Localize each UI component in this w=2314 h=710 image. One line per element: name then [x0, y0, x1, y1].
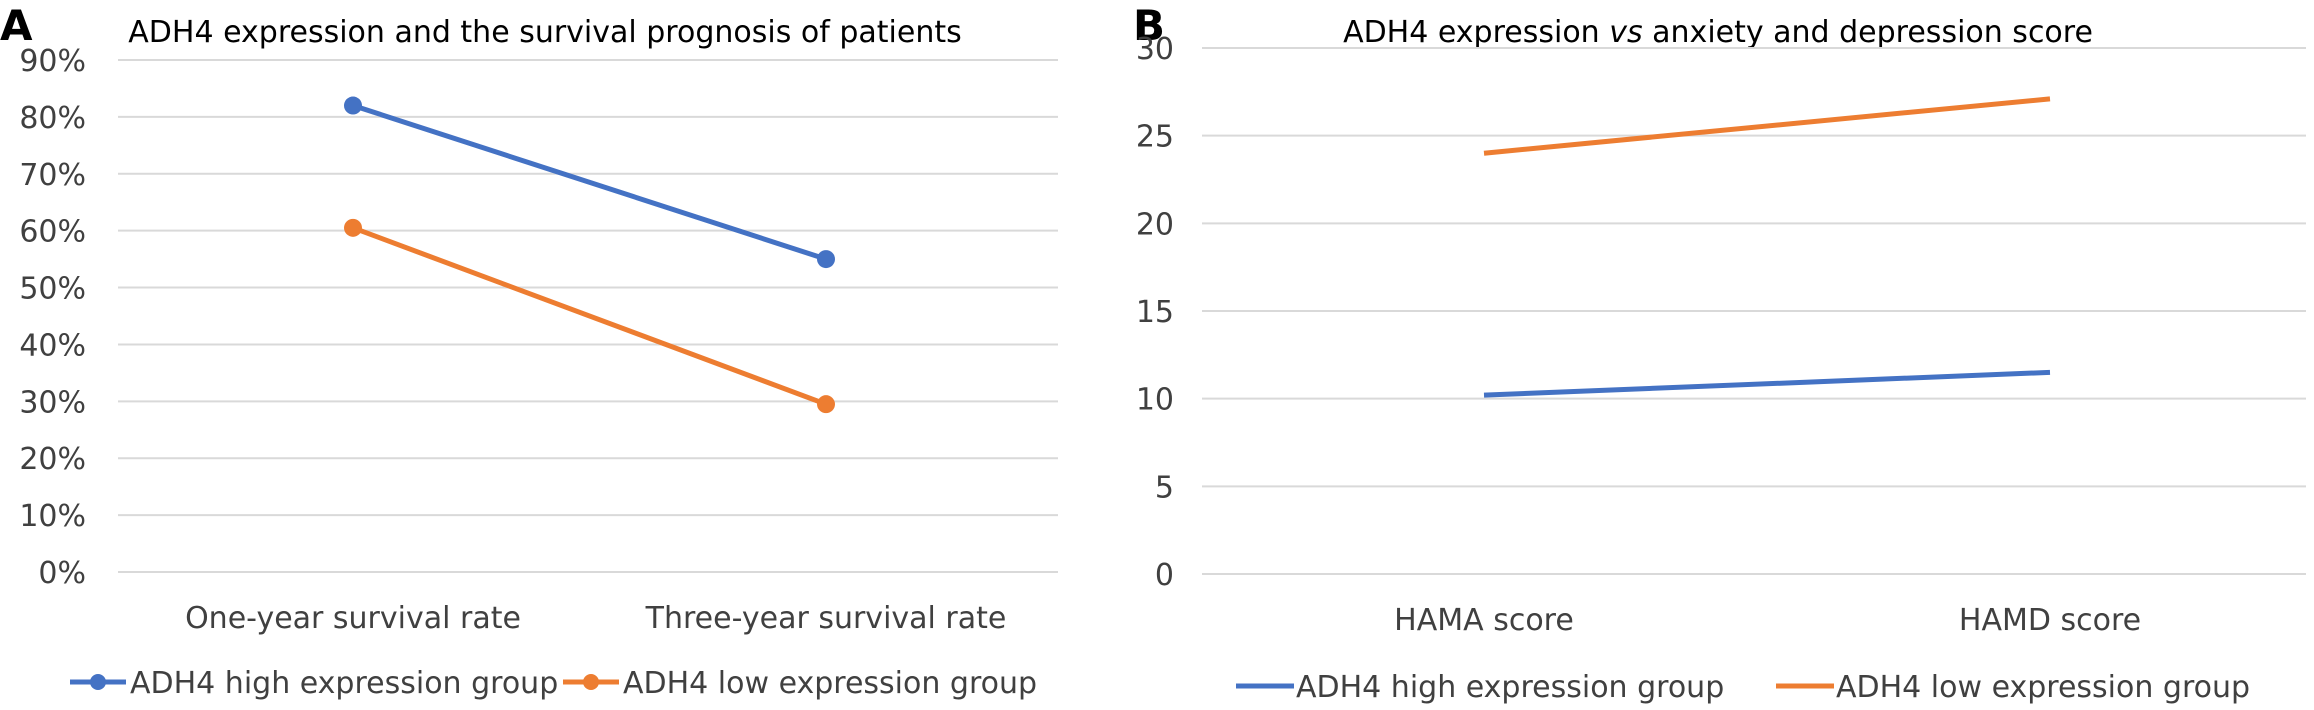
chart-b-title-italic: vs	[1609, 15, 1642, 50]
chart-a-category-label: One-year survival rate	[185, 601, 521, 636]
chart-a-y-tick-label: 10%	[19, 499, 86, 534]
chart-a-y-tick-label: 80%	[19, 101, 86, 136]
chart-b-grid	[1202, 47, 2306, 575]
chart-a-title: ADH4 expression and the survival prognos…	[128, 15, 961, 50]
chart-a-y-tick-label: 90%	[19, 44, 86, 79]
chart-b-category-label: HAMA score	[1394, 603, 1574, 638]
chart-b-title-part: anxiety and depression score	[1643, 15, 2093, 50]
legend-label-low: ADH4 low expression group	[623, 666, 1037, 701]
chart-a-y-tick-label: 30%	[19, 385, 86, 420]
chart-a-y-tick-label: 70%	[19, 158, 86, 193]
chart-b-category-label: HAMD score	[1959, 603, 2141, 638]
chart-a-series-line-low	[352, 225, 827, 407]
chart-a-legend: ADH4 high expression group ADH4 low expr…	[70, 666, 1037, 701]
chart-a-data-point-high	[817, 250, 835, 269]
chart-a-grid	[118, 59, 1058, 573]
chart-b-y-tick-label: 10	[1136, 383, 1174, 418]
chart-b: B ADH4 expression vs anxiety and depress…	[1133, 1, 2306, 705]
chart-a-y-ticks: 90% 80% 70% 60% 50% 40% 30% 20% 10% 0%	[19, 44, 86, 591]
legend-label-high: ADH4 high expression group	[1296, 670, 1724, 705]
chart-b-y-tick-label: 30	[1136, 32, 1174, 67]
chart-b-series-line-high	[1483, 369, 2051, 398]
chart-a-series-line-high	[352, 103, 827, 262]
chart-a-data-point-high	[344, 96, 362, 115]
chart-b-series	[1483, 96, 2051, 398]
chart-b-series-line-low	[1483, 96, 2051, 156]
legend-label-low: ADH4 low expression group	[1836, 670, 2250, 705]
chart-b-y-ticks: 30 25 20 15 10 5 0	[1136, 32, 1174, 593]
chart-a-category-label: Three-year survival rate	[645, 601, 1007, 636]
chart-a-y-tick-label: 40%	[19, 328, 86, 363]
chart-a-y-tick-label: 0%	[38, 556, 86, 591]
legend-label-high: ADH4 high expression group	[130, 666, 558, 701]
chart-b-title-part: ADH4 expression	[1343, 15, 1609, 50]
chart-b-y-tick-label: 25	[1136, 120, 1174, 155]
chart-a-y-tick-label: 20%	[19, 442, 86, 477]
chart-a-y-tick-label: 50%	[19, 272, 86, 307]
chart-a-series	[344, 96, 835, 414]
chart-a-data-point-low	[344, 218, 362, 237]
chart-b-legend: ADH4 high expression group ADH4 low expr…	[1236, 670, 2250, 705]
chart-a: A ADH4 expression and the survival progn…	[0, 1, 1058, 701]
panel-label-b: B	[1133, 1, 1165, 50]
chart-b-y-tick-label: 15	[1136, 295, 1174, 330]
panel-label-a: A	[0, 1, 33, 50]
chart-a-data-point-low	[817, 395, 835, 414]
legend-marker-high	[90, 674, 106, 690]
chart-a-y-tick-label: 60%	[19, 215, 86, 250]
legend-marker-low	[583, 674, 599, 690]
chart-b-title: ADH4 expression vs anxiety and depressio…	[1343, 15, 2093, 50]
chart-b-y-tick-label: 0	[1155, 558, 1174, 593]
chart-b-y-tick-label: 20	[1136, 207, 1174, 242]
chart-b-y-tick-label: 5	[1155, 470, 1174, 505]
